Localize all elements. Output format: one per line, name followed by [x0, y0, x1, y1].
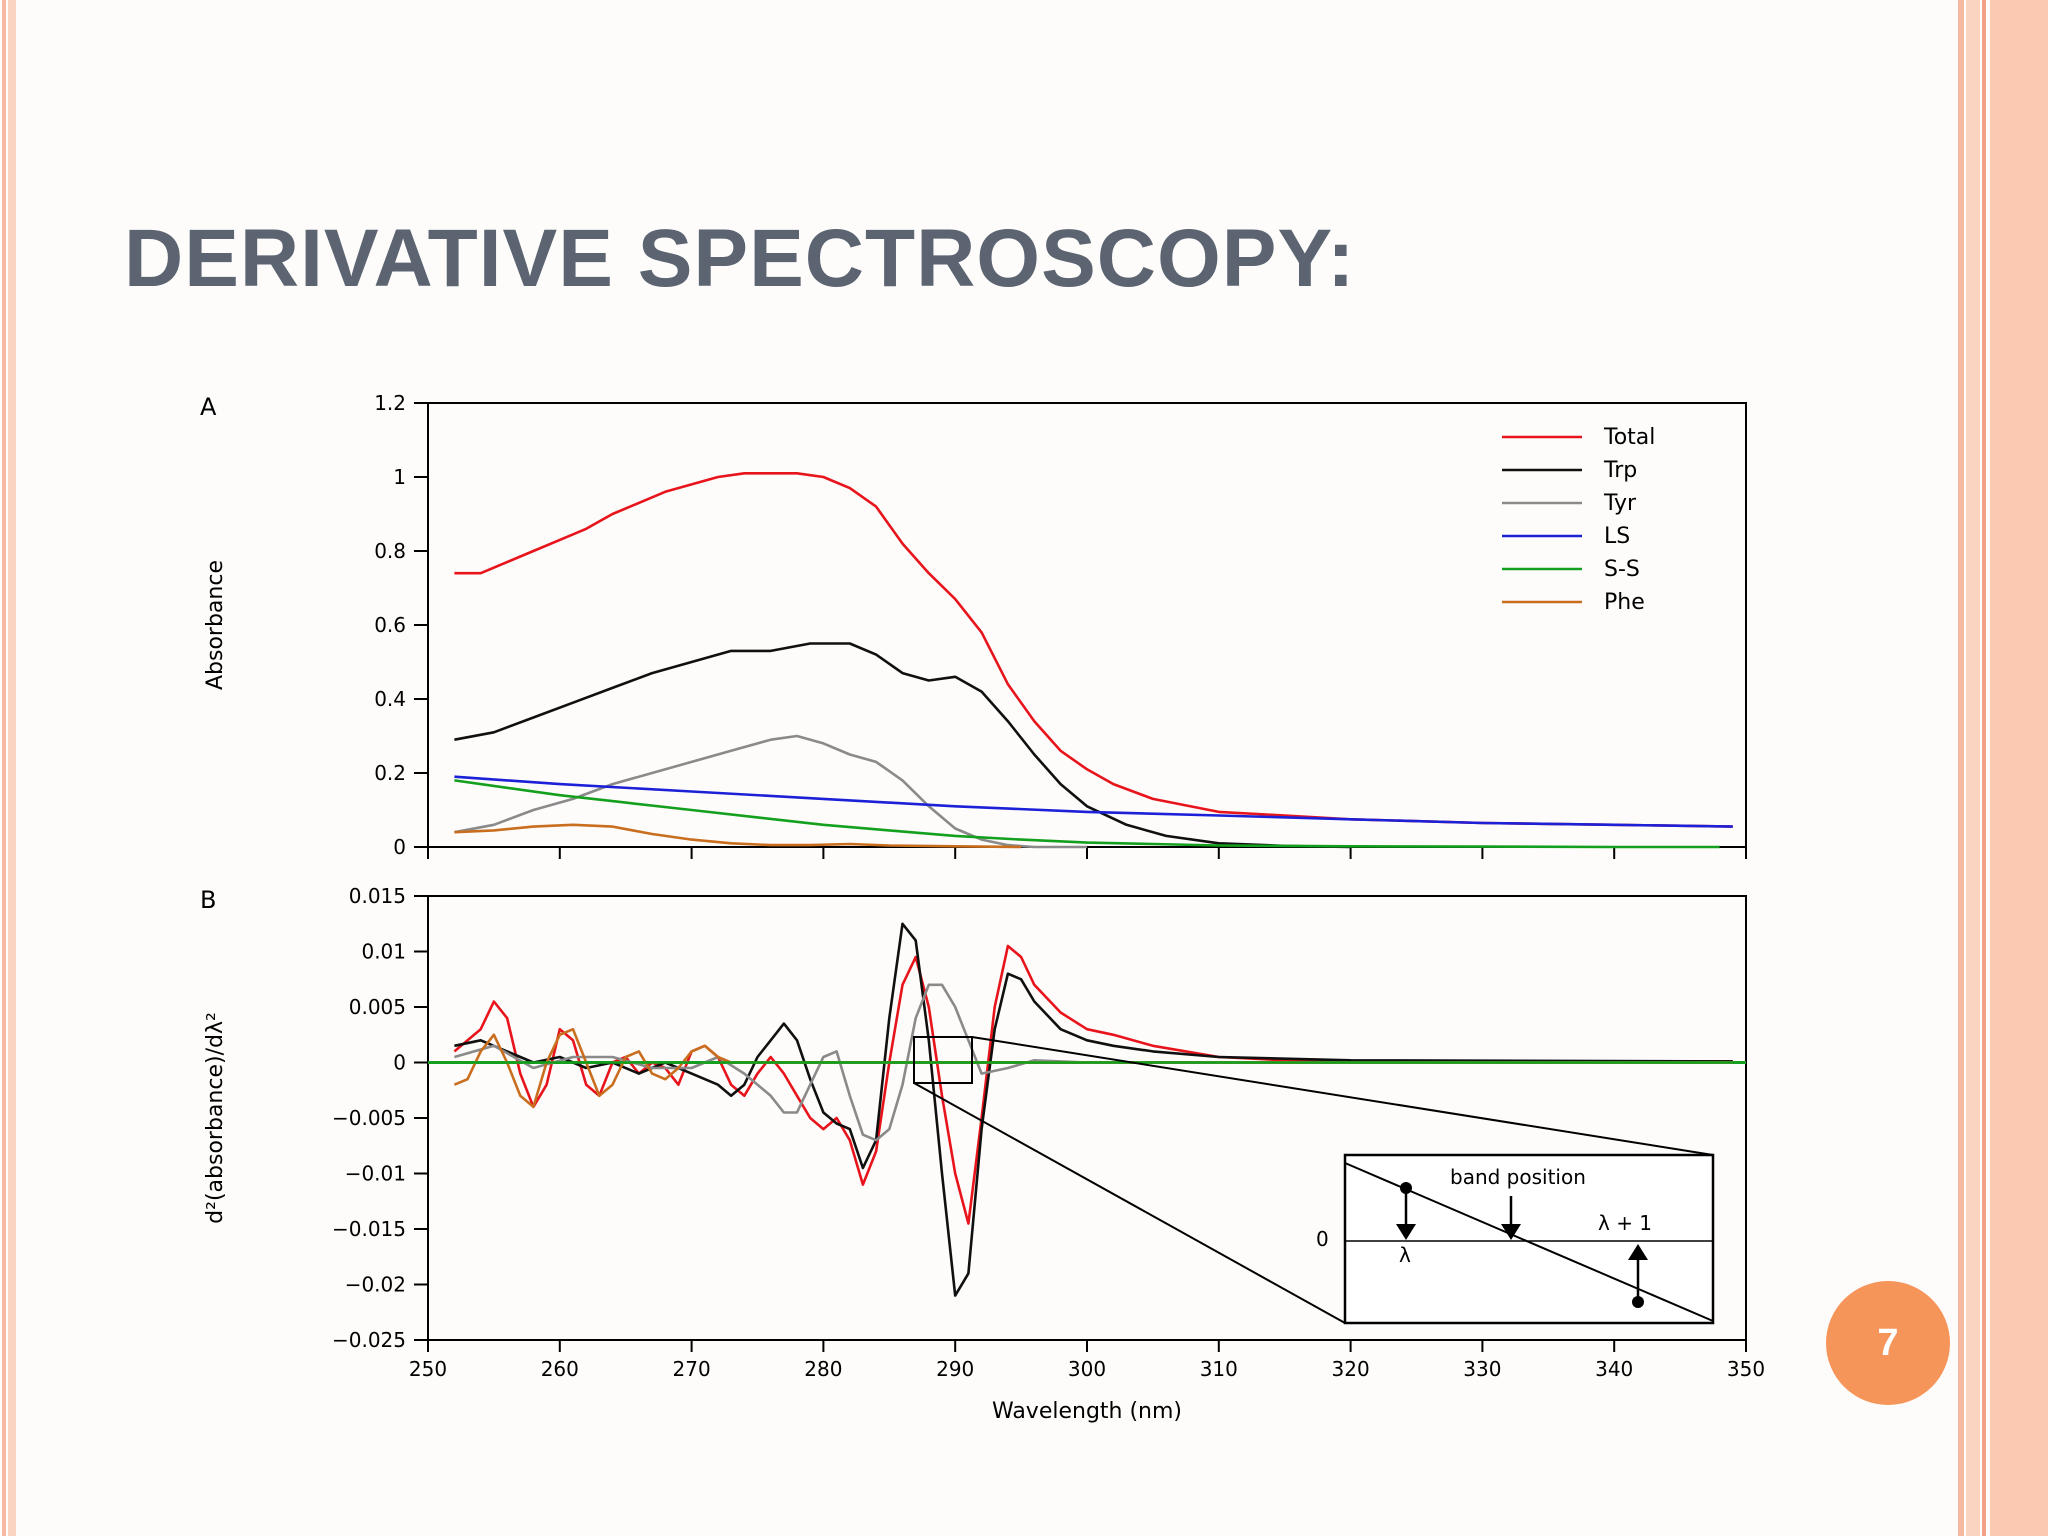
y-tick-label: 0.2 — [374, 761, 406, 785]
slide-frame-right — [1956, 0, 2048, 1536]
y-axis-label: d²(absorbance)/dλ² — [203, 1012, 228, 1224]
panel-label-b: B — [200, 886, 216, 914]
inset-zero-label: 0 — [1316, 1227, 1329, 1251]
y-tick-label: 1.2 — [374, 391, 406, 415]
inset-arrowhead-band — [1501, 1224, 1521, 1240]
x-tick-label: 280 — [804, 1357, 842, 1381]
y-axis-label: Absorbance — [203, 560, 228, 690]
legend-label: LS — [1604, 524, 1630, 549]
legend-label: S-S — [1604, 557, 1640, 582]
x-tick-label: 300 — [1068, 1357, 1106, 1381]
x-tick-label: 260 — [541, 1357, 579, 1381]
x-tick-label: 330 — [1463, 1357, 1501, 1381]
series-line-trp — [454, 642, 1351, 849]
frame-strip — [1958, 0, 1964, 1536]
y-tick-label: −0.01 — [345, 1162, 406, 1186]
y-tick-label: −0.015 — [332, 1217, 406, 1241]
y-tick-label: −0.02 — [345, 1273, 406, 1297]
slide-number-badge: 7 — [1826, 1281, 1950, 1405]
x-tick-label: 290 — [936, 1357, 974, 1381]
zoom-connector — [913, 1082, 1346, 1324]
y-tick-label: 0.015 — [349, 884, 406, 908]
inset-lambda-plus-label: λ + 1 — [1598, 1211, 1652, 1235]
frame-strip — [1966, 0, 1980, 1536]
legend-label: Trp — [1603, 458, 1637, 483]
frame-strip — [2, 0, 6, 1536]
y-tick-label: 0 — [393, 1051, 406, 1075]
y-tick-label: 1 — [393, 465, 406, 489]
slide-frame-left — [0, 0, 22, 1536]
x-tick-label: 340 — [1595, 1357, 1633, 1381]
x-tick-label: 350 — [1727, 1357, 1765, 1381]
frame-strip — [8, 0, 16, 1536]
x-axis-label: Wavelength (nm) — [992, 1399, 1182, 1424]
series-line-trp — [454, 922, 1733, 1297]
legend-label: Phe — [1604, 590, 1645, 615]
frame-strip — [1982, 0, 1986, 1536]
y-tick-label: 0.01 — [361, 940, 406, 964]
zoom-connector — [971, 1036, 1714, 1156]
series-line-total — [453, 944, 1733, 1225]
legend-label: Total — [1603, 425, 1655, 450]
y-tick-label: −0.005 — [332, 1106, 406, 1130]
y-tick-label: 0.005 — [349, 995, 406, 1019]
y-tick-label: 0.6 — [374, 613, 406, 637]
frame-strip — [1990, 0, 2048, 1536]
series-line-s-s — [454, 779, 1720, 849]
x-tick-label: 320 — [1332, 1357, 1370, 1381]
y-tick-label: 0 — [393, 835, 406, 859]
y-tick-label: −0.025 — [332, 1328, 406, 1352]
inset-lambda-label: λ — [1399, 1243, 1411, 1267]
y-tick-label: 0.4 — [374, 687, 406, 711]
series-line-total — [454, 471, 1733, 828]
zoom-box — [913, 1036, 973, 1084]
series-line-ls — [454, 775, 1733, 828]
x-tick-label: 250 — [409, 1357, 447, 1381]
y-tick-label: 0.8 — [374, 539, 406, 563]
inset-band-position-label: band position — [1450, 1165, 1586, 1189]
legend-label: Tyr — [1603, 491, 1637, 516]
x-tick-label: 270 — [673, 1357, 711, 1381]
series-line-phe — [454, 823, 1022, 849]
series-line-tyr — [454, 983, 1733, 1142]
series-line-tyr — [454, 734, 1087, 849]
inset-arrowhead-right — [1628, 1244, 1648, 1260]
panel-label-a: A — [200, 393, 217, 421]
slide-title: DERIVATIVE SPECTROSCOPY: — [124, 213, 1356, 304]
inset-arrowhead-left — [1396, 1224, 1416, 1240]
x-tick-label: 310 — [1200, 1357, 1238, 1381]
